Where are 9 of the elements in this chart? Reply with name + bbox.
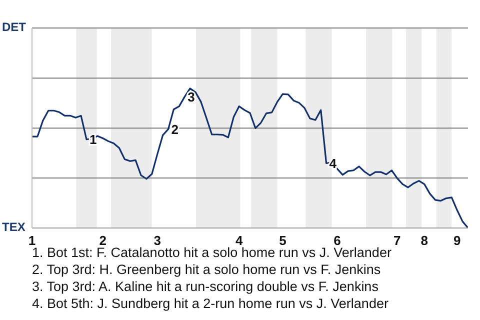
x-tick-label: 8 <box>420 233 428 248</box>
text: 4. Bot 5th: J. Sundberg hit a 2-run home run vs J. Verlander <box>32 295 390 312</box>
annotation: 3 <box>188 89 195 104</box>
x-tick-label: 7 <box>394 233 401 248</box>
text: DET <box>2 19 26 35</box>
text: 2. Top 3rd: H. Greenberg hit a solo home run vs F. Jenkins <box>32 261 382 278</box>
text: TEX <box>2 219 26 235</box>
text: 3. Top 3rd: A. Kaline hit a run-scoring double vs F. Jenkins <box>32 278 380 295</box>
x-tick-label: 9 <box>453 233 461 248</box>
